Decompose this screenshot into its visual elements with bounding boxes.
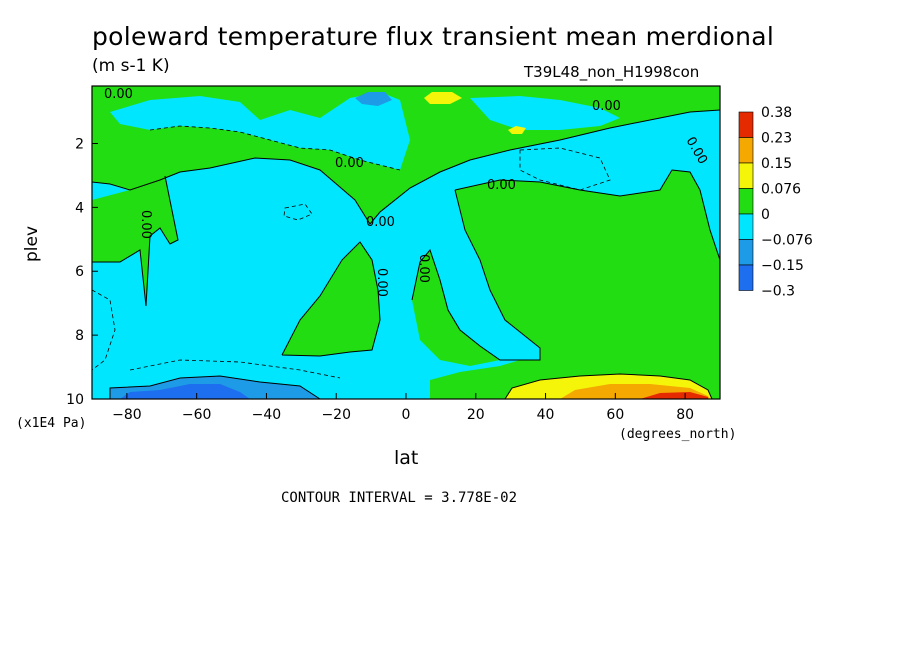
colorbar-swatch <box>738 162 754 189</box>
region-bottomleft-neg3 <box>120 384 250 399</box>
contour-zero-midleft <box>281 241 381 357</box>
x-tick-label: 60 <box>606 407 624 423</box>
colorbar-swatch <box>738 239 754 266</box>
region-upper-neg-b <box>470 96 620 130</box>
x-tick-label: 80 <box>676 407 694 423</box>
contour-label: 0.00 <box>416 254 431 283</box>
colorbar-label: −0.076 <box>761 233 813 249</box>
contour-neg-dash-e <box>129 359 341 379</box>
contour-label: 0.00 <box>138 210 153 239</box>
colorbar-label: −0.3 <box>761 284 795 300</box>
contour-neg-dash-b <box>91 289 116 371</box>
region-right-positive <box>430 170 720 399</box>
colorbar-label: 0.38 <box>761 105 792 121</box>
y-tick-label: 8 <box>75 328 84 344</box>
contour-bottom-right <box>504 373 713 400</box>
x-tick-label: 20 <box>467 407 485 423</box>
y-tick-label: 6 <box>75 264 84 280</box>
contour-zero-upper <box>91 109 721 225</box>
colorbar-swatch <box>738 264 754 291</box>
x-axis-ticks: −80 −60 −40 −20 0 20 40 60 80 <box>112 393 694 423</box>
colorbar-label: 0.076 <box>761 182 801 198</box>
x-tick-label: −60 <box>182 407 212 423</box>
contour-zero-right <box>454 169 721 261</box>
contour-label: 0.00 <box>335 156 364 171</box>
x-axis-label: lat <box>394 447 419 469</box>
x-tick-label: 40 <box>537 407 555 423</box>
region-center-positive <box>412 250 500 366</box>
region-left-positive <box>92 176 178 306</box>
colorbar-label: 0.23 <box>761 131 792 147</box>
x-tick-label: −40 <box>252 407 282 423</box>
contour-neg-dash-c <box>519 147 611 191</box>
y-tick-label: 10 <box>66 392 84 408</box>
x-tick-label: −80 <box>112 407 142 423</box>
chart-units: (m s-1 K) <box>92 56 170 76</box>
region-midleft-positive <box>282 242 380 356</box>
colorbar-swatch <box>738 111 754 138</box>
contour-bottom-left <box>109 375 321 400</box>
contour-neg-dash-d <box>283 203 313 221</box>
contour-zero-center <box>411 189 541 361</box>
region-upper-neg-a <box>110 92 410 170</box>
colorbar-swatch <box>738 188 754 215</box>
region-top-blue <box>355 92 392 106</box>
contour-label: 0.00 <box>374 268 389 297</box>
contour-label: 0.00 <box>592 99 621 114</box>
y-axis-label: plev <box>22 225 42 262</box>
region-bottomright-pos3 <box>640 392 708 399</box>
contour-neg-dash-a <box>149 125 401 171</box>
run-name: T39L48_non_H1998con <box>524 63 700 81</box>
x-tick-label: −20 <box>321 407 351 423</box>
region-top-yellow <box>424 92 462 104</box>
y-tick-label: 4 <box>75 200 84 216</box>
chart-title: poleward temperature flux transient mean… <box>92 22 775 51</box>
y-tick-label: 2 <box>75 136 84 152</box>
contour-zero-left <box>92 175 179 307</box>
y-axis-ticks: 2 4 6 8 10 <box>66 136 98 408</box>
y-axis-units: (x1E4 Pa) <box>16 416 87 431</box>
contour-interval: CONTOUR INTERVAL = 3.778E-02 <box>281 490 518 506</box>
colorbar-label: −0.15 <box>761 258 804 274</box>
x-axis-units: (degrees_north) <box>619 427 737 442</box>
region-small-yellow <box>508 126 526 134</box>
contour-label: 0.00 <box>104 87 133 102</box>
colorbar: 0.38 0.23 0.15 0.076 0 −0.076 −0.15 −0.3 <box>738 105 813 300</box>
contour-label: 0.00 <box>487 178 516 193</box>
colorbar-label: 0.15 <box>761 156 792 172</box>
x-tick-label: 0 <box>402 407 411 423</box>
colorbar-label: 0 <box>761 207 770 223</box>
contour-label: 0.00 <box>366 215 395 230</box>
colorbar-swatch <box>738 213 754 240</box>
colorbar-swatch <box>738 137 754 164</box>
